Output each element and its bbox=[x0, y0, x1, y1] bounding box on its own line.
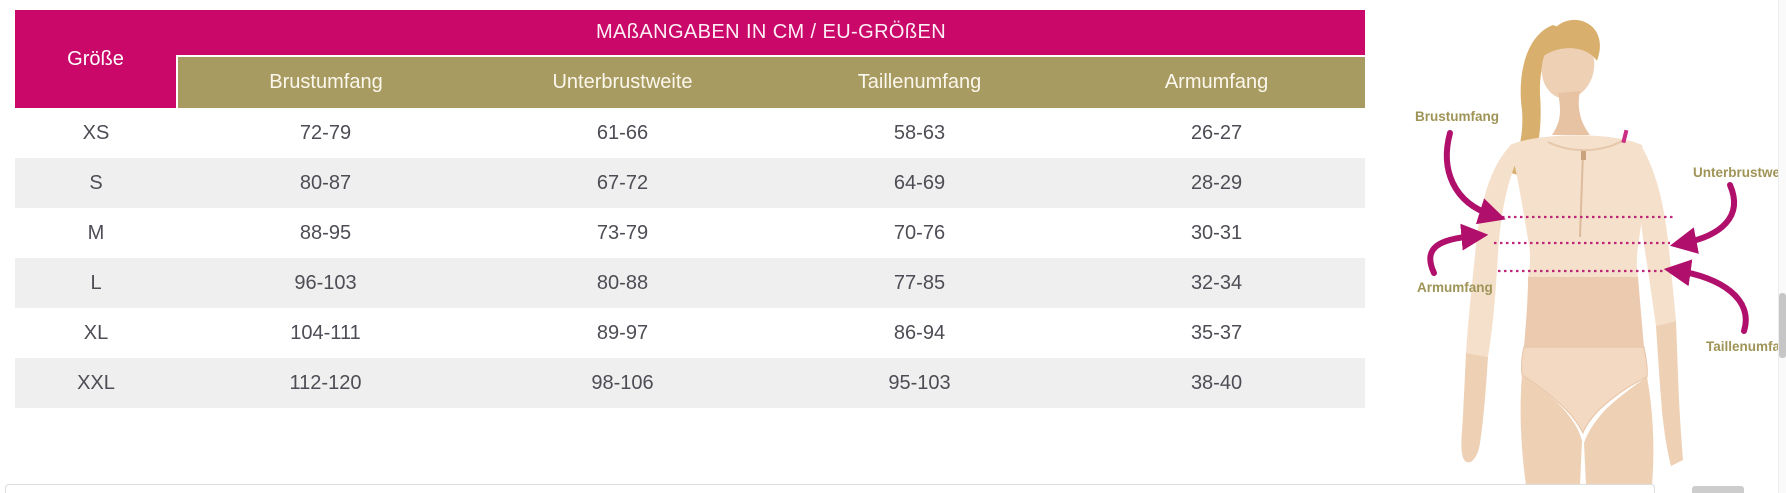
value-cell: 32-34 bbox=[1068, 258, 1366, 308]
horizontal-scrollbar-thumb[interactable] bbox=[1692, 486, 1744, 493]
vertical-scrollbar-thumb[interactable] bbox=[1779, 293, 1786, 358]
measurement-diagram: Brustumfang Unterbrustweit Armumfang Tai… bbox=[1390, 5, 1786, 485]
column-header-bust: Brustumfang bbox=[176, 56, 474, 108]
value-cell: 98-106 bbox=[474, 358, 771, 408]
model-forearm-left bbox=[1461, 353, 1488, 463]
diagram-label-waist: Taillenumfan bbox=[1706, 339, 1786, 354]
value-cell: 88-95 bbox=[177, 208, 474, 258]
size-cell: XS bbox=[15, 108, 177, 158]
table-row: S 80-87 67-72 64-69 28-29 bbox=[15, 158, 1366, 208]
size-cell: XL bbox=[15, 308, 177, 358]
value-cell: 26-27 bbox=[1068, 108, 1366, 158]
value-cell: 38-40 bbox=[1068, 358, 1366, 408]
size-cell: M bbox=[15, 208, 177, 258]
model-garment-sleeve-left bbox=[1466, 144, 1520, 357]
table-row: XXL 112-120 98-106 95-103 38-40 bbox=[15, 358, 1366, 408]
diagram-label-underbust: Unterbrustweit bbox=[1693, 165, 1786, 180]
value-cell: 104-111 bbox=[177, 308, 474, 358]
value-cell: 35-37 bbox=[1068, 308, 1366, 358]
next-section-top-edge bbox=[5, 484, 1655, 493]
table-row: XL 104-111 89-97 86-94 35-37 bbox=[15, 308, 1366, 358]
diagram-label-bust: Brustumfang bbox=[1415, 109, 1499, 124]
model-garment-collar bbox=[1547, 140, 1623, 152]
table-title: MAßANGABEN IN CM / EU-GRÖßEN bbox=[177, 10, 1366, 57]
value-cell: 72-79 bbox=[177, 108, 474, 158]
value-cell: 80-88 bbox=[474, 258, 771, 308]
model-garment-zipper bbox=[1579, 152, 1584, 238]
model-leg-right bbox=[1584, 377, 1654, 485]
column-header-waist: Taillenumfang bbox=[771, 56, 1068, 108]
value-cell: 70-76 bbox=[771, 208, 1068, 258]
value-cell: 96-103 bbox=[177, 258, 474, 308]
model-leg-left bbox=[1520, 375, 1582, 485]
model-shoulder-tag bbox=[1621, 129, 1629, 144]
model-hair-top bbox=[1543, 19, 1600, 61]
value-cell: 86-94 bbox=[771, 308, 1068, 358]
value-cell: 112-120 bbox=[177, 358, 474, 408]
value-cell: 61-66 bbox=[474, 108, 771, 158]
model-briefs bbox=[1521, 346, 1648, 435]
size-column-header: Größe bbox=[15, 10, 177, 108]
model-forearm-right bbox=[1656, 321, 1683, 466]
value-cell: 77-85 bbox=[771, 258, 1068, 308]
value-cell: 58-63 bbox=[771, 108, 1068, 158]
column-header-underbust: Unterbrustweite bbox=[474, 56, 771, 108]
model-hair-ponytail bbox=[1511, 25, 1564, 178]
diagram-label-arm: Armumfang bbox=[1417, 280, 1493, 295]
table-row: XS 72-79 61-66 58-63 26-27 bbox=[15, 108, 1366, 158]
size-cell: L bbox=[15, 258, 177, 308]
curved-arrow-arm bbox=[1427, 223, 1489, 276]
value-cell: 89-97 bbox=[474, 308, 771, 358]
size-chart-table: Größe MAßANGABEN IN CM / EU-GRÖßEN Brust… bbox=[15, 10, 1366, 408]
size-cell: XXL bbox=[15, 358, 177, 408]
value-cell: 30-31 bbox=[1068, 208, 1366, 258]
table-row: L 96-103 80-88 77-85 32-34 bbox=[15, 258, 1366, 308]
model-head bbox=[1541, 35, 1595, 99]
vertical-scrollbar-track[interactable] bbox=[1778, 0, 1786, 493]
curved-arrow-waist bbox=[1663, 259, 1749, 334]
model-midriff bbox=[1524, 277, 1644, 347]
value-cell: 28-29 bbox=[1068, 158, 1366, 208]
model-garment-torso bbox=[1510, 135, 1645, 277]
value-cell: 73-79 bbox=[474, 208, 771, 258]
model-neck bbox=[1552, 91, 1590, 135]
value-cell: 67-72 bbox=[474, 158, 771, 208]
curved-arrow-bust bbox=[1443, 130, 1506, 225]
column-header-arm: Armumfang bbox=[1068, 56, 1366, 108]
value-cell: 80-87 bbox=[177, 158, 474, 208]
value-cell: 95-103 bbox=[771, 358, 1068, 408]
size-cell: S bbox=[15, 158, 177, 208]
value-cell: 64-69 bbox=[771, 158, 1068, 208]
curved-arrow-underbust bbox=[1669, 182, 1738, 254]
model-zipper-pull bbox=[1581, 151, 1586, 160]
model-figure bbox=[1461, 19, 1683, 485]
table-row: M 88-95 73-79 70-76 30-31 bbox=[15, 208, 1366, 258]
